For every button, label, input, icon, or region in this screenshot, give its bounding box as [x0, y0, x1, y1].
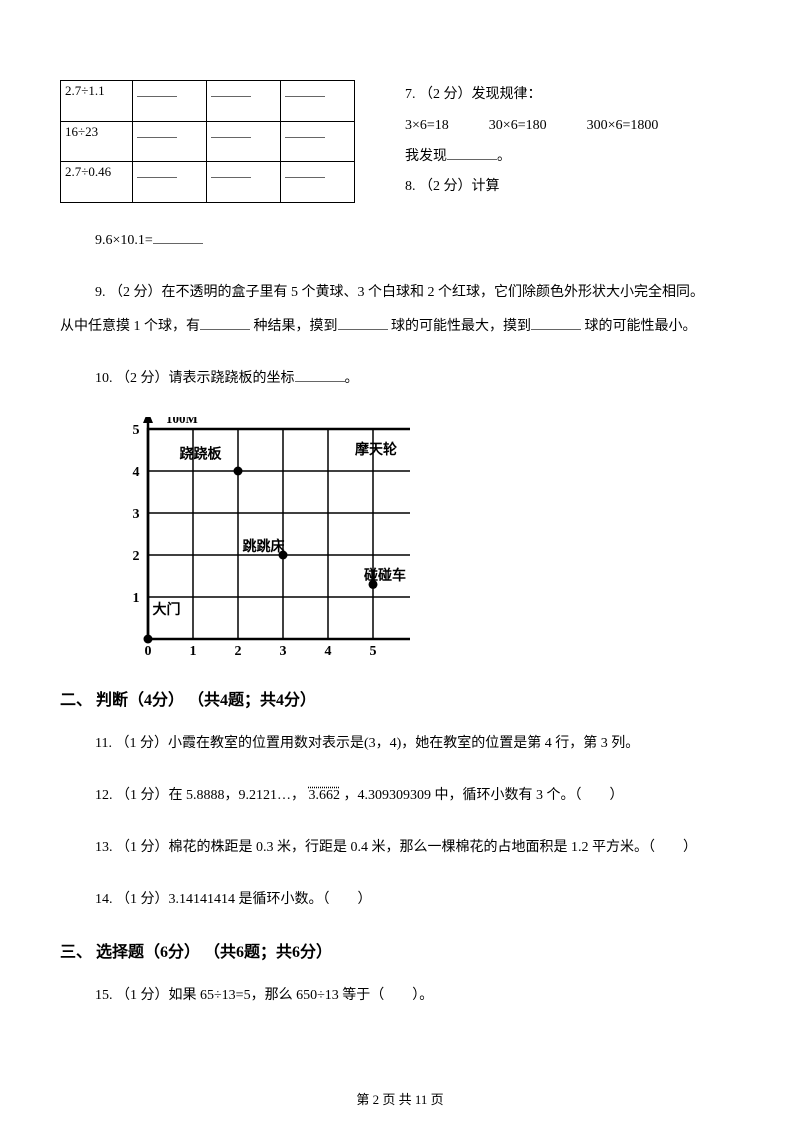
cell[interactable] [133, 81, 207, 122]
q9-line2: 从中任意摸 1 个球，有 种结果，摸到 球的可能性最大，摸到 球的可能性最小。 [60, 313, 740, 341]
q12: 12. （1 分）在 5.8888，9.2121…， 3.662 ，4.3093… [60, 782, 740, 810]
cell[interactable] [281, 81, 355, 122]
cell[interactable] [207, 121, 281, 162]
blank[interactable] [338, 316, 388, 330]
svg-text:5: 5 [370, 644, 377, 657]
q11: 11. （1 分）小霞在教室的位置用数对表示是(3，4)，她在教室的位置是第 4… [60, 730, 740, 758]
table-row: 16÷23 [61, 121, 355, 162]
svg-text:3: 3 [133, 507, 140, 522]
svg-text:1: 1 [190, 644, 197, 657]
q13: 13. （1 分）棉花的株距是 0.3 米，行距是 0.4 米，那么一棵棉花的占… [60, 834, 740, 862]
blank[interactable] [153, 230, 203, 244]
table-row: 2.7÷1.1 [61, 81, 355, 122]
svg-text:摩天轮: 摩天轮 [355, 441, 397, 457]
coordinate-grid: 012345612345100M大门跷跷板跳跳床摩天轮碰碰车 [120, 417, 740, 662]
svg-text:5: 5 [133, 423, 140, 438]
page-footer: 第 2 页 共 11 页 [0, 1089, 800, 1108]
svg-text:2: 2 [235, 644, 242, 657]
svg-text:4: 4 [325, 644, 332, 657]
blank[interactable] [295, 368, 345, 382]
section-2-title: 二、 判断（4分） （共4题；共4分） [60, 686, 740, 710]
svg-text:大门: 大门 [153, 601, 181, 617]
blank[interactable] [447, 146, 497, 160]
cell[interactable] [207, 81, 281, 122]
q15: 15. （1 分）如果 65÷13=5，那么 650÷13 等于（ ）。 [60, 982, 740, 1010]
svg-text:跷跷板: 跷跷板 [180, 446, 223, 462]
svg-text:100M: 100M [166, 417, 198, 426]
cell[interactable] [133, 121, 207, 162]
cell[interactable] [281, 162, 355, 203]
q7-label: 7. （2 分）发现规律： [405, 80, 740, 111]
cell[interactable] [281, 121, 355, 162]
recurring-mark: 3.662 [309, 788, 341, 803]
q10: 10. （2 分）请表示跷跷板的坐标。 [60, 365, 740, 393]
svg-text:跳跳床: 跳跳床 [243, 538, 286, 554]
q8-expr: 9.6×10.1= [60, 227, 740, 255]
svg-text:4: 4 [133, 465, 140, 480]
svg-text:0: 0 [145, 644, 152, 657]
row-label: 16÷23 [61, 121, 133, 162]
q14: 14. （1 分）3.14141414 是循环小数。（ ） [60, 886, 740, 914]
row-label: 2.7÷1.1 [61, 81, 133, 122]
blank[interactable] [200, 316, 250, 330]
svg-text:2: 2 [133, 549, 140, 564]
svg-text:3: 3 [280, 644, 287, 657]
blank[interactable] [531, 316, 581, 330]
cell[interactable] [133, 162, 207, 203]
division-table: 2.7÷1.1 16÷23 2.7÷0.46 [60, 80, 355, 203]
cell[interactable] [207, 162, 281, 203]
row-label: 2.7÷0.46 [61, 162, 133, 203]
q8-label: 8. （2 分）计算 [405, 172, 740, 203]
svg-text:碰碰车: 碰碰车 [364, 567, 406, 583]
q7-fill: 我发现。 [405, 142, 740, 173]
table-row: 2.7÷0.46 [61, 162, 355, 203]
section-3-title: 三、 选择题（6分） （共6题；共6分） [60, 938, 740, 962]
svg-text:1: 1 [133, 591, 140, 606]
q7-equations: 3×6=1830×6=180300×6=1800 [405, 111, 740, 142]
q9: 9. （2 分）在不透明的盒子里有 5 个黄球、3 个白球和 2 个红球，它们除… [60, 279, 740, 307]
